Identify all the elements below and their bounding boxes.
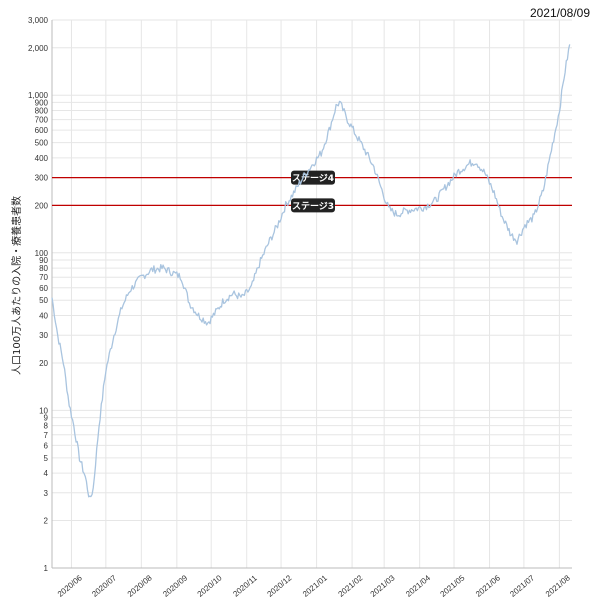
y-tick-label: 500 — [35, 139, 49, 148]
x-tick-label: 2021/07 — [508, 573, 536, 599]
reference-label: ステージ3 — [292, 201, 334, 212]
date-stamp: 2021/08/09 — [529, 6, 590, 20]
y-tick-label: 10 — [39, 406, 48, 415]
y-tick-label: 1 — [44, 564, 49, 573]
y-tick-label: 9 — [44, 414, 49, 423]
x-tick-label: 2020/10 — [196, 573, 224, 599]
y-tick-label: 2 — [44, 517, 49, 526]
reference-badge — [291, 198, 335, 213]
x-tick-label: 2021/04 — [404, 573, 432, 599]
x-tick-label: 2020/11 — [231, 573, 259, 598]
x-tick-label: 2020/06 — [56, 573, 84, 599]
y-tick-label: 30 — [39, 331, 48, 340]
y-tick-label: 2,000 — [28, 44, 49, 53]
y-tick-label: 40 — [39, 312, 48, 321]
series-line — [51, 44, 571, 498]
x-tick-label: 2021/03 — [369, 573, 397, 599]
x-tick-label: 2021/02 — [337, 573, 365, 599]
x-tick-label: 2020/12 — [265, 573, 293, 599]
x-tick-label: 2021/06 — [474, 573, 502, 599]
y-tick-label: 3,000 — [28, 16, 49, 25]
x-tick-label: 2020/07 — [90, 573, 118, 599]
y-tick-label: 400 — [35, 154, 49, 163]
x-tick-label: 2021/01 — [301, 573, 329, 599]
y-tick-label: 700 — [35, 116, 49, 125]
y-tick-label: 300 — [35, 174, 49, 183]
y-tick-label: 4 — [44, 469, 49, 478]
y-tick-label: 3 — [44, 489, 49, 498]
x-tick-label: 2021/05 — [438, 573, 466, 599]
y-tick-label: 90 — [39, 256, 48, 265]
x-tick-label: 2020/09 — [161, 573, 189, 599]
y-tick-label: 80 — [39, 264, 48, 273]
y-tick-label: 800 — [35, 106, 49, 115]
y-tick-label: 1,000 — [28, 91, 49, 100]
y-tick-label: 20 — [39, 359, 48, 368]
y-tick-label: 7 — [44, 431, 49, 440]
y-tick-label: 70 — [39, 273, 48, 282]
y-tick-label: 60 — [39, 284, 48, 293]
y-tick-label: 50 — [39, 296, 48, 305]
y-tick-label: 6 — [44, 441, 49, 450]
y-tick-label: 900 — [35, 98, 49, 107]
y-axis-label: 人口100万人あたりの入院・療養患者数 — [12, 195, 23, 375]
y-tick-label: 8 — [44, 422, 49, 431]
y-tick-label: 600 — [35, 126, 49, 135]
reference-label: ステージ4 — [292, 173, 334, 184]
y-tick-label: 5 — [44, 454, 49, 463]
y-tick-label: 100 — [35, 249, 49, 258]
x-tick-label: 2021/08 — [544, 573, 572, 599]
y-tick-label: 200 — [35, 201, 49, 210]
x-tick-label: 2020/08 — [126, 573, 154, 599]
